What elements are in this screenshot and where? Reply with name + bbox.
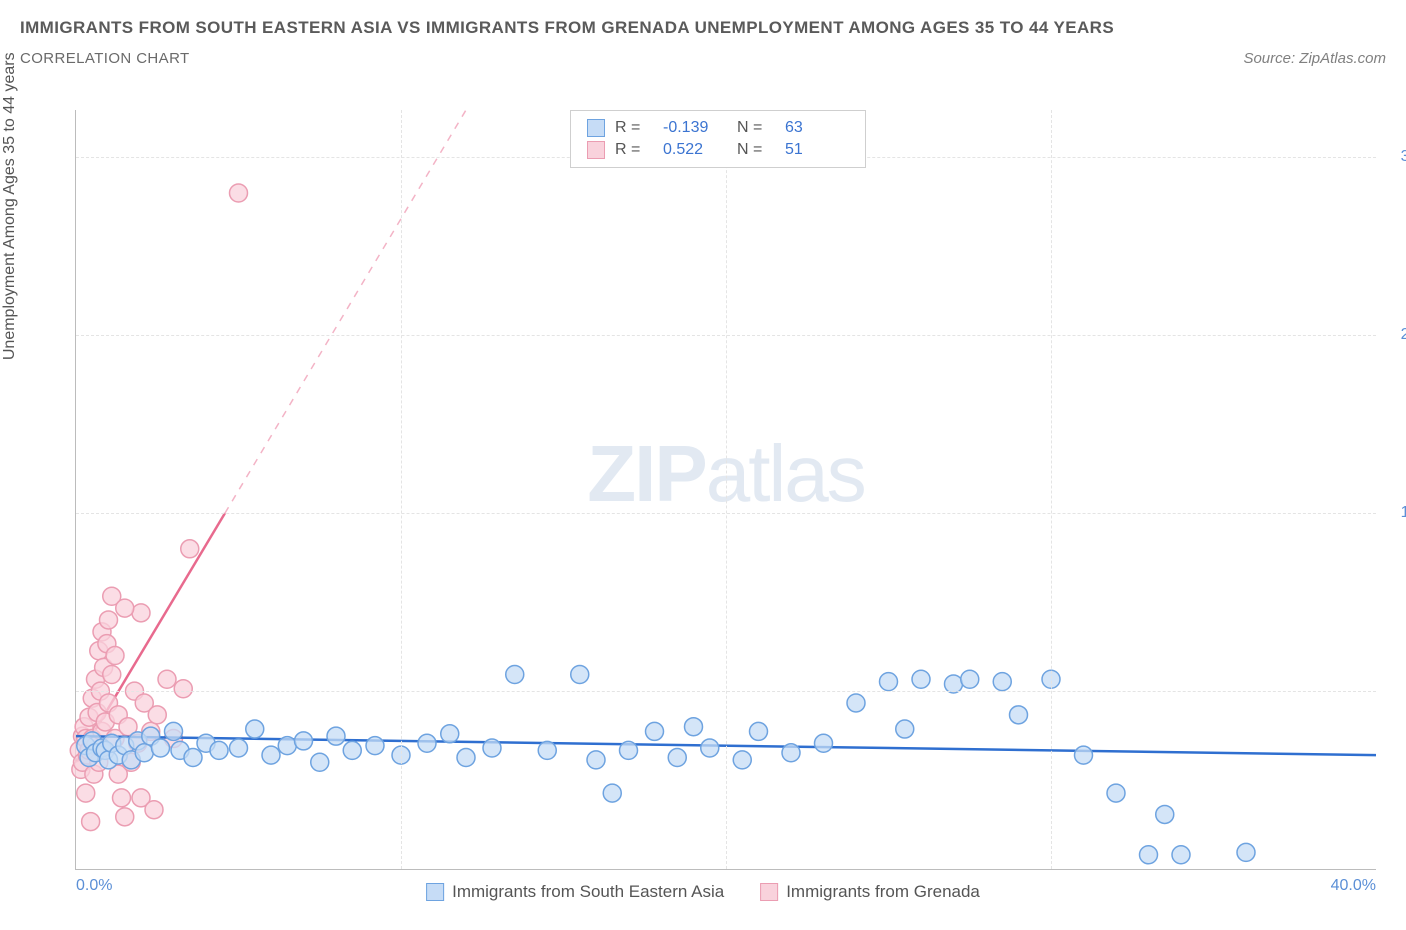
- blue-point: [343, 741, 361, 759]
- blue-point: [603, 784, 621, 802]
- legend-label-pink: Immigrants from Grenada: [786, 882, 980, 902]
- legend-label-blue: Immigrants from South Eastern Asia: [452, 882, 724, 902]
- pink-point: [174, 680, 192, 698]
- header: IMMIGRANTS FROM SOUTH EASTERN ASIA VS IM…: [0, 0, 1406, 75]
- blue-point: [246, 720, 264, 738]
- x-tick-label: 0.0%: [76, 877, 112, 895]
- blue-point: [441, 725, 459, 743]
- blue-point: [506, 666, 524, 684]
- blue-point: [418, 734, 436, 752]
- blue-point: [571, 666, 589, 684]
- blue-point: [295, 732, 313, 750]
- blue-point: [646, 722, 664, 740]
- blue-point: [1107, 784, 1125, 802]
- legend-stats: R = -0.139 N = 63 R = 0.522 N = 51: [570, 110, 866, 168]
- blue-point: [327, 727, 345, 745]
- r-value-blue: -0.139: [663, 119, 727, 137]
- blue-point: [1156, 805, 1174, 823]
- blue-point: [701, 739, 719, 757]
- pink-point: [132, 604, 150, 622]
- blue-point: [184, 749, 202, 767]
- swatch-blue-icon: [426, 883, 444, 901]
- legend-item-blue: Immigrants from South Eastern Asia: [426, 882, 724, 902]
- blue-point: [1010, 706, 1028, 724]
- blue-point: [152, 739, 170, 757]
- blue-point: [483, 739, 501, 757]
- n-value-blue: 63: [785, 119, 849, 137]
- blue-point: [880, 673, 898, 691]
- source-label: Source: ZipAtlas.com: [1243, 50, 1386, 67]
- blue-point: [733, 751, 751, 769]
- blue-point: [538, 741, 556, 759]
- y-tick-label: 30.0%: [1386, 148, 1406, 166]
- pink-point: [106, 647, 124, 665]
- pink-point: [230, 184, 248, 202]
- blue-point: [961, 670, 979, 688]
- blue-point: [750, 722, 768, 740]
- pink-point: [145, 801, 163, 819]
- blue-point: [847, 694, 865, 712]
- r-value-pink: 0.522: [663, 141, 727, 159]
- blue-point: [620, 741, 638, 759]
- swatch-pink-icon: [587, 141, 605, 159]
- swatch-blue-icon: [587, 119, 605, 137]
- n-label: N =: [737, 141, 775, 159]
- blue-point: [587, 751, 605, 769]
- blue-point: [912, 670, 930, 688]
- blue-point: [165, 722, 183, 740]
- x-tick-label: 40.0%: [1331, 877, 1376, 895]
- pink-point: [116, 808, 134, 826]
- blue-point: [311, 753, 329, 771]
- pink-point: [82, 813, 100, 831]
- r-label: R =: [615, 119, 653, 137]
- y-axis-label: Unemployment Among Ages 35 to 44 years: [1, 52, 19, 360]
- pink-trend-dashed: [225, 110, 466, 513]
- blue-point: [366, 737, 384, 755]
- legend-stats-row-blue: R = -0.139 N = 63: [587, 117, 849, 139]
- blue-point: [668, 749, 686, 767]
- chart-title: IMMIGRANTS FROM SOUTH EASTERN ASIA VS IM…: [20, 18, 1386, 38]
- pink-point: [100, 611, 118, 629]
- blue-point: [685, 718, 703, 736]
- subtitle-row: CORRELATION CHART Source: ZipAtlas.com: [20, 50, 1386, 67]
- pink-point: [116, 599, 134, 617]
- pink-point: [103, 666, 121, 684]
- legend-series: Immigrants from South Eastern Asia Immig…: [426, 882, 980, 902]
- blue-point: [1140, 846, 1158, 864]
- blue-point: [1172, 846, 1190, 864]
- pink-point: [158, 670, 176, 688]
- blue-point: [278, 737, 296, 755]
- chart-subtitle: CORRELATION CHART: [20, 50, 190, 67]
- blue-point: [815, 734, 833, 752]
- swatch-pink-icon: [760, 883, 778, 901]
- pink-point: [77, 784, 95, 802]
- legend-item-pink: Immigrants from Grenada: [760, 882, 980, 902]
- n-label: N =: [737, 119, 775, 137]
- blue-point: [210, 741, 228, 759]
- legend-stats-row-pink: R = 0.522 N = 51: [587, 139, 849, 161]
- n-value-pink: 51: [785, 141, 849, 159]
- y-tick-label: 22.5%: [1386, 326, 1406, 344]
- blue-point: [896, 720, 914, 738]
- blue-point: [230, 739, 248, 757]
- y-tick-label: 7.5%: [1386, 682, 1406, 700]
- blue-point: [782, 744, 800, 762]
- blue-point: [262, 746, 280, 764]
- blue-point: [993, 673, 1011, 691]
- r-label: R =: [615, 141, 653, 159]
- pink-point: [181, 540, 199, 558]
- blue-point: [1237, 843, 1255, 861]
- chart-area: Unemployment Among Ages 35 to 44 years Z…: [20, 100, 1386, 910]
- pink-point: [148, 706, 166, 724]
- blue-point: [135, 744, 153, 762]
- blue-point: [1075, 746, 1093, 764]
- pink-point: [113, 789, 131, 807]
- y-tick-label: 15.0%: [1386, 504, 1406, 522]
- blue-point: [457, 749, 475, 767]
- plot-region: ZIPatlas R = -0.139 N = 63 R = 0.522 N =…: [75, 110, 1376, 870]
